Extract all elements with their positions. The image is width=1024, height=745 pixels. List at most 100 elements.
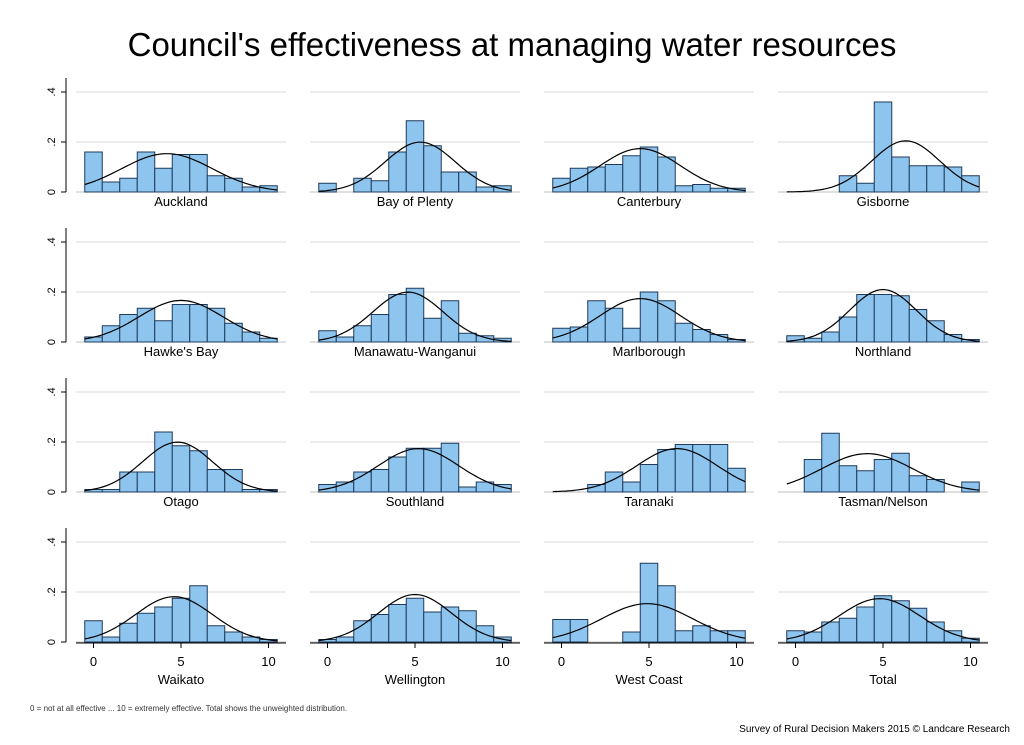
histogram-bar	[458, 332, 477, 343]
histogram-bar	[657, 449, 676, 493]
y-tick-label: .4	[46, 237, 58, 246]
histogram-bar	[318, 182, 337, 193]
histogram-bar	[458, 610, 477, 643]
histogram-bar	[926, 320, 945, 343]
histogram-bar	[353, 620, 372, 643]
normal-curve	[552, 297, 746, 342]
histogram-bar	[335, 336, 355, 343]
histogram-bar	[119, 622, 138, 643]
histogram-bar	[84, 151, 103, 193]
histogram-bar	[335, 636, 355, 643]
histogram-bar	[856, 182, 875, 193]
normal-curve	[318, 141, 512, 192]
x-tick-label: 5	[177, 654, 184, 669]
histogram-bar	[370, 314, 390, 343]
normal-curve	[552, 603, 746, 639]
x-tick-label: 10	[729, 654, 743, 669]
histogram-bar	[891, 295, 910, 343]
histogram-bar	[639, 562, 659, 643]
histogram-bar	[206, 175, 226, 193]
histogram-bar	[206, 469, 226, 493]
histogram-bar	[604, 164, 624, 193]
y-tick-label: 0	[46, 339, 58, 345]
footnote: 0 = not at all effective ... 10 = extrem…	[30, 704, 348, 713]
histogram-bar	[838, 175, 858, 193]
histogram-bar	[873, 294, 893, 343]
histogram-bar	[101, 636, 121, 643]
panel-wellington: Wellington 0 5 10	[310, 541, 520, 687]
histogram-bar	[873, 459, 893, 493]
x-tick-label: 10	[261, 654, 275, 669]
histogram-bar	[639, 146, 659, 193]
histogram-bar	[908, 309, 928, 343]
histogram-bar	[803, 337, 823, 343]
histogram-bar	[259, 337, 278, 343]
panel-total: Total 0 5 10	[778, 541, 988, 687]
panel-label: Northland	[855, 344, 911, 359]
histogram-bar	[388, 151, 407, 193]
x-tick-label: 10	[495, 654, 509, 669]
histogram-bar	[171, 597, 191, 643]
histogram-bar	[587, 166, 606, 193]
histogram-bar	[552, 619, 571, 643]
histogram-bar	[423, 447, 442, 493]
histogram-bar	[475, 186, 495, 193]
panel-tasman-nelson: Tasman/Nelson	[778, 391, 988, 509]
histogram-bar	[873, 101, 893, 193]
histogram-bar	[84, 620, 103, 643]
histogram-bar	[709, 444, 729, 493]
panel-label: Total	[869, 672, 897, 687]
histogram-bar	[119, 471, 138, 493]
histogram-bar	[569, 167, 589, 193]
histogram-bar	[405, 120, 425, 193]
histogram-bar	[657, 300, 676, 343]
y-tick-label: .4	[46, 537, 58, 546]
x-tick-label: 0	[558, 654, 565, 669]
histogram-bar	[657, 156, 676, 193]
histogram-bar	[119, 314, 138, 343]
panel-manawatu-wanganui: Manawatu-Wanganui	[310, 241, 520, 359]
histogram-bar	[891, 452, 910, 493]
panel-taranaki: Taranaki	[544, 391, 754, 509]
panel-northland: Northland	[778, 241, 988, 359]
panel-label: Tasman/Nelson	[838, 494, 928, 509]
panel-label: Bay of Plenty	[377, 194, 454, 209]
histogram-bar	[891, 156, 910, 193]
histogram-bar	[189, 304, 208, 343]
panel-west-coast: West Coast 0 5 10	[544, 541, 754, 687]
histogram-bar	[101, 181, 121, 193]
histogram-bar	[241, 489, 261, 493]
histogram-bar	[821, 331, 840, 343]
panel-label: Auckland	[154, 194, 207, 209]
x-tick-label: 0	[324, 654, 331, 669]
normal-curve	[318, 291, 512, 342]
histogram-bar	[370, 469, 390, 493]
histogram-bar	[674, 185, 694, 193]
histogram-bar	[136, 612, 156, 643]
histogram-bar	[709, 187, 729, 193]
histogram-bar	[908, 475, 928, 493]
histogram-bar	[493, 484, 512, 493]
histogram-bar	[674, 630, 694, 643]
histogram-bar	[154, 167, 173, 193]
y-tick-label: .2	[46, 137, 58, 146]
panel-label: Southland	[386, 494, 445, 509]
histogram-bar	[171, 445, 191, 493]
histogram-bar	[440, 171, 460, 193]
histogram-bar	[405, 597, 425, 643]
histogram-bar	[241, 186, 261, 193]
histogram-bar	[692, 184, 711, 193]
histogram-bar	[926, 165, 945, 193]
histogram-bar	[873, 595, 893, 643]
panel-label: Gisborne	[857, 194, 910, 209]
panel-label: Waikato	[158, 672, 204, 687]
histogram-bar	[657, 585, 676, 643]
histogram-bar	[171, 304, 191, 343]
histogram-bar	[224, 631, 243, 643]
histogram-bar	[224, 177, 243, 193]
normal-curve	[84, 441, 278, 492]
histogram-bar	[353, 325, 372, 343]
y-tick-label: .4	[46, 387, 58, 396]
source-credit: Survey of Rural Decision Makers 2015 © L…	[739, 724, 1010, 735]
